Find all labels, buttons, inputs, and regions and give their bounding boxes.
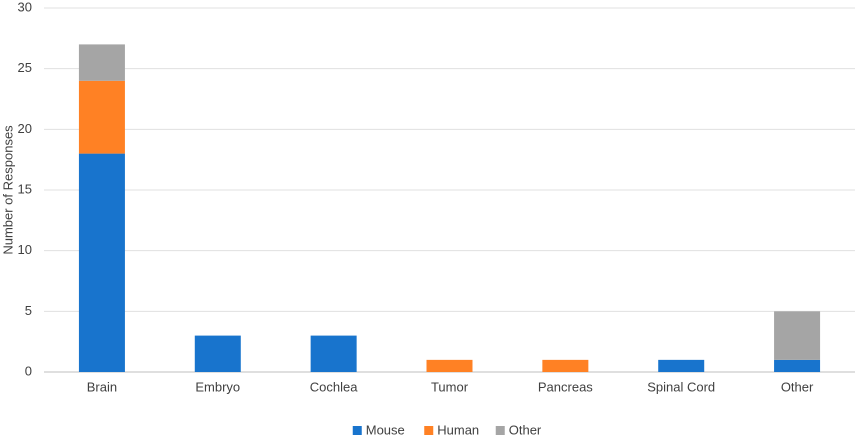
bar-segment	[774, 311, 821, 360]
legend-label: Mouse	[366, 422, 405, 437]
y-tick-label: 30	[18, 0, 32, 14]
legend-swatch	[352, 426, 362, 435]
y-tick-label: 15	[18, 181, 32, 196]
x-tick-label: Tumor	[431, 379, 469, 394]
y-tick-label: 5	[25, 303, 32, 318]
x-tick-label: Spinal Cord	[647, 379, 715, 394]
y-tick-label: 10	[18, 242, 32, 257]
x-tick-label: Cochlea	[310, 379, 358, 394]
bar-segment	[194, 335, 241, 372]
bar-segment	[542, 359, 589, 372]
y-tick-label: 20	[18, 121, 32, 136]
bar-segment	[78, 153, 125, 372]
bar-segment	[78, 80, 125, 154]
bar-segment	[426, 359, 473, 372]
bar-segment	[658, 359, 705, 372]
legend-swatch	[495, 426, 505, 435]
y-tick-label: 0	[25, 363, 32, 378]
bar-segment	[78, 44, 125, 81]
x-tick-label: Other	[781, 379, 814, 394]
legend-label: Human	[437, 422, 479, 437]
bar-segment	[774, 359, 821, 372]
x-tick-label: Brain	[87, 379, 117, 394]
y-tick-label: 25	[18, 60, 32, 75]
y-axis-label: Number of Responses	[0, 125, 15, 255]
x-tick-label: Pancreas	[538, 379, 593, 394]
legend-swatch	[424, 426, 434, 435]
x-tick-label: Embryo	[195, 379, 240, 394]
bar-segment	[310, 335, 357, 372]
legend-label: Other	[509, 422, 542, 437]
